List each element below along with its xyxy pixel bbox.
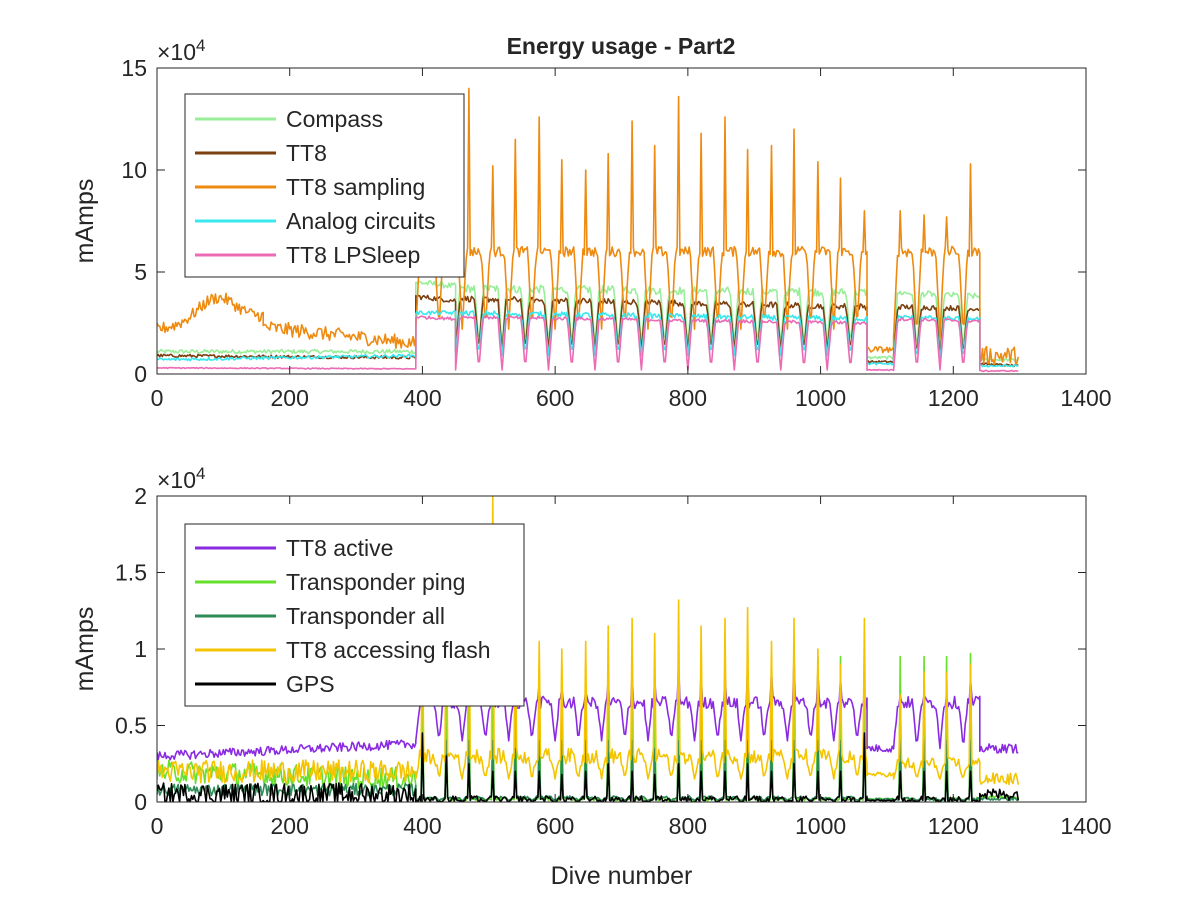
- x-tick-label: 600: [536, 385, 574, 411]
- y-tick-label: 15: [121, 55, 147, 81]
- legend-entry-label: TT8 accessing flash: [286, 637, 491, 663]
- y-tick-label: 5: [134, 259, 147, 285]
- legend-entry-label: TT8 sampling: [286, 174, 425, 200]
- series-line-tt8-accessing-flash: [157, 496, 1020, 786]
- x-axis-label: Dive number: [551, 862, 693, 890]
- series-lines: [157, 496, 1020, 802]
- x-tick-label: 200: [271, 813, 309, 839]
- legend-entry-label: Transponder ping: [286, 569, 465, 595]
- y-axis-label: mAmps: [71, 179, 99, 264]
- x-tick-label: 200: [271, 385, 309, 411]
- legend-entry-label: GPS: [286, 671, 335, 697]
- axes-box: [156, 67, 1087, 375]
- y-exponent-power: 4: [196, 36, 205, 55]
- x-tick-label: 800: [669, 385, 707, 411]
- y-tick-label: 10: [121, 157, 147, 183]
- x-tick-label: 1200: [928, 813, 979, 839]
- x-tick-label: 400: [403, 385, 441, 411]
- x-tick-label: 1200: [928, 385, 979, 411]
- series-line-compass: [157, 280, 1019, 362]
- legend-entry-label: TT8 LPSleep: [286, 242, 420, 268]
- y-axis-label: mAmps: [71, 607, 99, 692]
- x-tick-label: 1400: [1060, 813, 1111, 839]
- series-line-gps: [157, 732, 1020, 802]
- series-line-analog-circuits: [157, 310, 1019, 368]
- series-line-tt8-active: [157, 655, 1019, 761]
- x-tick-label: 0: [151, 385, 164, 411]
- legend-entry-label: TT8: [286, 140, 327, 166]
- y-tick-label: 1: [134, 636, 147, 662]
- y-exponent-base: ×10: [157, 467, 196, 493]
- x-tick-label: 600: [536, 813, 574, 839]
- x-tick-label: 0: [151, 813, 164, 839]
- x-tick-label: 1000: [795, 385, 846, 411]
- bottom-axes: 0 200 400 600 800 1000 1200 1400 0 0.5 1 1.5 2 ×104 mA…: [71, 464, 1112, 890]
- legend-entry-label: Transponder all: [286, 603, 445, 629]
- figure-title: Energy usage - Part2: [507, 33, 736, 59]
- x-tick-label: 1400: [1060, 385, 1111, 411]
- legend-entry-label: TT8 active: [286, 535, 393, 561]
- y-exponent-label: ×104: [157, 464, 205, 493]
- y-tick-label: 0.5: [115, 713, 147, 739]
- series-line-tt8-sampling: [157, 87, 1020, 366]
- y-tick-label: 1.5: [115, 560, 147, 586]
- y-exponent-power: 4: [196, 464, 205, 483]
- x-tick-label: 1000: [795, 813, 846, 839]
- legend-entry-label: Compass: [286, 106, 383, 132]
- y-tick-label: 0: [134, 789, 147, 815]
- y-tick-label: 0: [134, 361, 147, 387]
- x-tick-label: 400: [403, 813, 441, 839]
- legend: TT8 active Transponder ping Transponder al…: [184, 523, 525, 707]
- y-exponent-base: ×10: [157, 39, 196, 65]
- series-lines: [157, 87, 1020, 373]
- top-axes: 0 200 400 600 800 1000 1200 1400 0 5 10 15 ×104 mAmps…: [71, 36, 1112, 411]
- y-tick-label: 2: [134, 483, 147, 509]
- series-line-tt8-lpsleep: [157, 315, 1019, 373]
- y-exponent-label: ×104: [157, 36, 205, 65]
- x-tick-label: 800: [669, 813, 707, 839]
- legend-entry-label: Analog circuits: [286, 208, 436, 234]
- legend: Compass TT8 TT8 sampling Analog circuits TT8…: [184, 93, 465, 278]
